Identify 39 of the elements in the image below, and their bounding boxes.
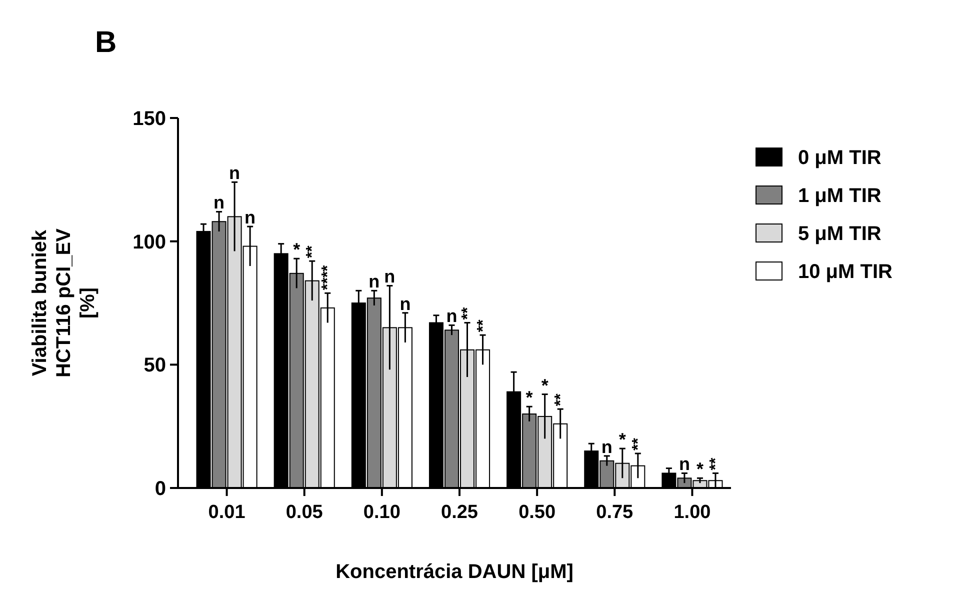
annotation: n [214,192,225,213]
x-axis-title: Koncentrácia DAUN [μM] [336,561,574,583]
legend-label: 5 μM TIR [798,223,882,245]
annotation: ** [474,318,492,332]
x-tick-label: 0.10 [363,502,400,523]
annotation: n [400,294,411,314]
annotation: * [293,240,300,260]
annotation: n [244,208,256,228]
annotation: ** [707,456,724,470]
x-tick-label: 0.75 [596,502,634,523]
legend-label: 10 μM TIR [798,261,894,283]
annotation: ** [552,392,570,406]
annotation: ** [630,437,647,450]
y-tick-label: 100 [132,231,166,254]
y-tick-label: 50 [144,354,166,377]
legend-label: 1 μM TIR [798,185,882,207]
x-tick-label: 0.25 [441,502,478,523]
annotation: * [526,388,533,408]
y-tick-label: 150 [132,108,166,130]
annotation: n [446,306,458,326]
annotation: * [696,459,704,480]
annotation: n [384,266,396,287]
x-tick-label: 0.50 [518,502,556,523]
x-tick-label: 0.05 [286,502,324,523]
annotation: ** [304,244,322,258]
x-tick-label: 0.01 [208,502,246,523]
annotation: * [541,375,548,396]
chart-title: B [95,26,117,59]
y-axis-title: Viabilita buniek HCT116 pCI_EV [%] [29,228,99,378]
y-tick-label: 0 [154,478,166,500]
annotation: n [229,163,240,184]
x-tick-label: 1.00 [674,502,711,523]
annotation: * [618,430,626,450]
legend-label: 0 μM TIR [798,147,882,169]
annotation: n [368,272,380,292]
annotation: n [678,454,690,474]
annotation: **** [320,264,337,290]
annotation: ** [459,306,476,320]
annotation: n [601,436,612,457]
